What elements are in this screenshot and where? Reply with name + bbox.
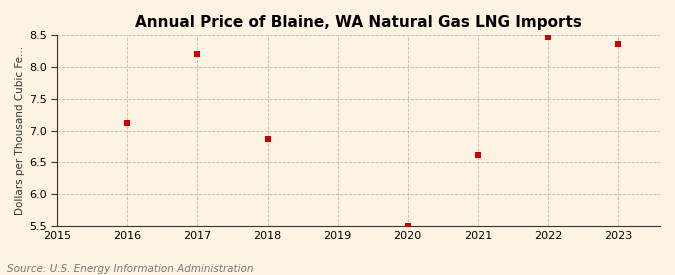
Y-axis label: Dollars per Thousand Cubic Fe...: Dollars per Thousand Cubic Fe... (15, 46, 25, 215)
Point (543, 35, 554, 39)
Text: Source: U.S. Energy Information Administration: Source: U.S. Energy Information Administ… (7, 264, 253, 274)
Point (472, 153, 483, 157)
Title: Annual Price of Blaine, WA Natural Gas LNG Imports: Annual Price of Blaine, WA Natural Gas L… (135, 15, 582, 30)
Point (122, 121, 133, 125)
Point (262, 137, 273, 141)
Point (192, 52, 203, 57)
Point (402, 224, 413, 228)
Point (612, 42, 623, 46)
